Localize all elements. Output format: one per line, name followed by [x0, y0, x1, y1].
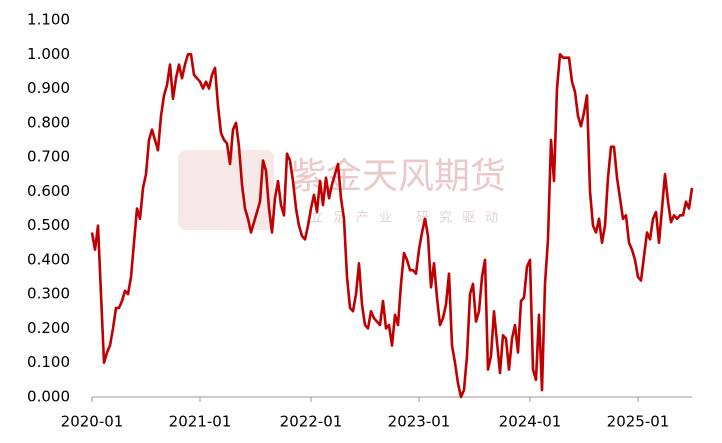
y-tick-label: 0.500 [27, 216, 70, 234]
y-tick-label: 0.300 [27, 285, 70, 303]
x-tick-label: 2025-01 [607, 413, 670, 431]
x-tick-label: 2022-01 [280, 413, 343, 431]
x-tick-label: 2020-01 [61, 413, 124, 431]
y-tick-label: 0.000 [27, 388, 70, 406]
watermark-logo [178, 150, 274, 230]
y-tick-label: 0.700 [27, 148, 70, 166]
y-tick-label: 0.600 [27, 182, 70, 200]
y-tick-label: 0.800 [27, 113, 70, 131]
y-tick-label: 0.200 [27, 319, 70, 337]
line-series [90, 52, 694, 399]
y-tick-label: 0.900 [27, 79, 70, 97]
watermark-slogan: 立足产业 研究驱动 [310, 211, 508, 226]
y-tick-label: 1.000 [27, 45, 70, 63]
y-tick-label: 0.400 [27, 250, 70, 268]
y-tick-label: 0.100 [27, 353, 70, 371]
y-tick-label: 1.100 [27, 11, 70, 29]
x-tick-label: 2021-01 [169, 413, 232, 431]
x-tick-label: 2023-01 [388, 413, 451, 431]
x-tick-label: 2024-01 [499, 413, 562, 431]
